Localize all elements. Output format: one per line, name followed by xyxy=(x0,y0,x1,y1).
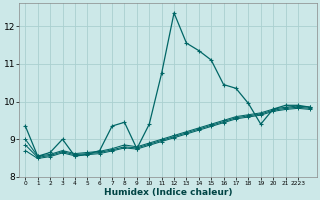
X-axis label: Humidex (Indice chaleur): Humidex (Indice chaleur) xyxy=(104,188,232,197)
